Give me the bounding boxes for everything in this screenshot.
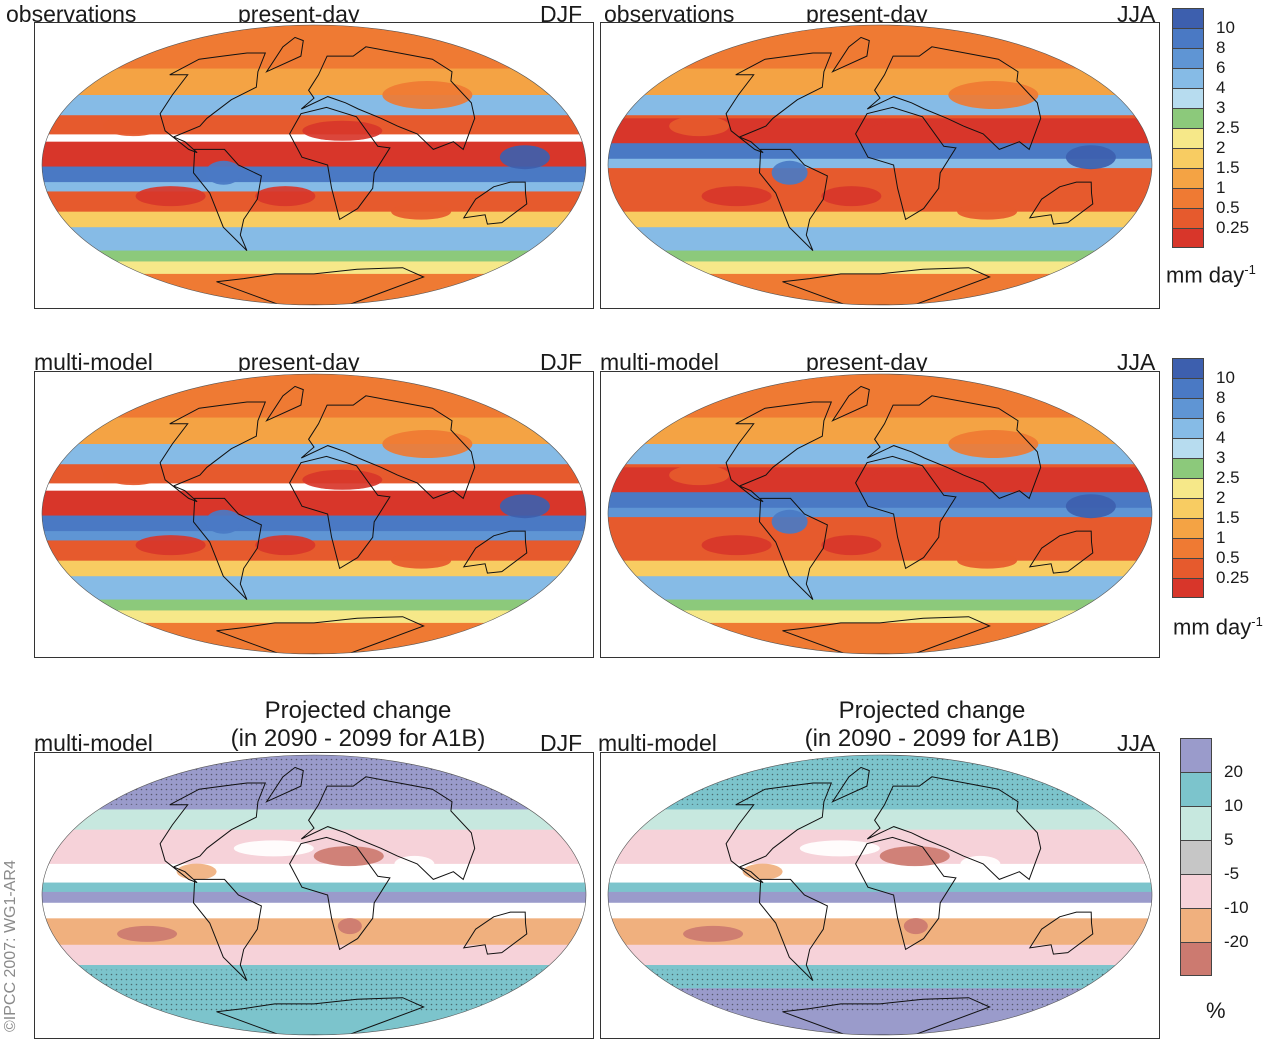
colorbar-swatch — [1180, 908, 1212, 942]
colorbar-tick-label: 6 — [1216, 58, 1226, 77]
row1-left-season-label: DJF — [540, 1, 583, 27]
colorbar-swatch — [1180, 738, 1212, 772]
colorbar-tick-label: 5 — [1224, 830, 1234, 849]
row2-left-season-label: DJF — [540, 349, 583, 375]
colorbar-tick-label: 20 — [1224, 762, 1243, 781]
map-change-jja — [600, 752, 1160, 1039]
colorbar-tick-label: 3 — [1216, 448, 1226, 467]
colorbar-swatch — [1172, 498, 1204, 518]
colorbar-swatch — [1172, 578, 1204, 598]
colorbar-swatch — [1172, 558, 1204, 578]
row3-left-title-line2: (in 2090 - 2099 for A1B) — [230, 725, 486, 752]
colorbar-tick-label: 4 — [1216, 428, 1226, 447]
row2-right-season-label: JJA — [1117, 349, 1156, 375]
row2-right-period-label: present-day — [806, 349, 928, 375]
colorbar-swatch — [1172, 108, 1204, 128]
precip-units-top: mm day-1 — [1166, 262, 1256, 288]
colorbar-tick-label: 2.5 — [1216, 118, 1240, 137]
colorbar-swatch — [1180, 840, 1212, 874]
colorbar-tick-label: 1.5 — [1216, 508, 1240, 527]
row1-right-season-label: JJA — [1117, 1, 1156, 27]
copyright-note: ©IPCC 2007: WG1-AR4 — [2, 860, 19, 1032]
colorbar-tick-label: -10 — [1224, 898, 1249, 917]
colorbar-tick-label: 4 — [1216, 78, 1226, 97]
colorbar-tick-label: 1.5 — [1216, 158, 1240, 177]
colorbar-tick-label: 0.5 — [1216, 548, 1240, 567]
colorbar-tick-label: -20 — [1224, 932, 1249, 951]
precip-units-middle: mm day-1 — [1173, 614, 1263, 640]
row3-left-title-line1: Projected change — [264, 697, 452, 724]
row3-right-source-label: multi-model — [598, 730, 717, 756]
change-units: % — [1206, 998, 1226, 1023]
precip-colorbar-top: 10 8 6 4 3 2.5 2 1.5 1 0.5 0.25 — [1172, 8, 1272, 248]
colorbar-tick-label: 6 — [1216, 408, 1226, 427]
row3-left-season-label: DJF — [540, 730, 583, 756]
colorbar-swatch — [1172, 398, 1204, 418]
colorbar-swatch — [1172, 28, 1204, 48]
row2-right-source-label: multi-model — [600, 349, 719, 375]
row2-left-source-label: multi-model — [34, 349, 153, 375]
row1-left-period-label: present-day — [238, 1, 360, 27]
map-obs-jja — [600, 22, 1160, 309]
colorbar-tick-label: -5 — [1224, 864, 1240, 883]
colorbar-swatch — [1172, 538, 1204, 558]
colorbar-tick-label: 3 — [1216, 98, 1226, 117]
colorbar-tick-label: 8 — [1216, 388, 1226, 407]
precip-colorbar-middle: 10 8 6 4 3 2.5 2 1.5 1 0.5 0.25 — [1172, 358, 1272, 598]
row3-right-season-label: JJA — [1117, 730, 1156, 756]
colorbar-swatch — [1172, 458, 1204, 478]
row3-right-title: Projected change (in 2090 - 2099 for A1B… — [742, 697, 1122, 753]
colorbar-swatch — [1172, 378, 1204, 398]
colorbar-swatch — [1180, 942, 1212, 976]
colorbar-swatch — [1180, 806, 1212, 840]
colorbar-tick-label: 0.25 — [1216, 218, 1250, 237]
colorbar-tick-label: 2.5 — [1216, 468, 1240, 487]
row2-left-period-label: present-day — [238, 349, 360, 375]
colorbar-tick-label: 10 — [1216, 368, 1235, 387]
colorbar-tick-label: 1 — [1216, 528, 1226, 547]
change-colorbar: 20 10 5 -5 -10 -20 — [1180, 738, 1280, 978]
colorbar-swatch — [1172, 188, 1204, 208]
colorbar-swatch — [1172, 8, 1204, 28]
colorbar-tick-label: 0.5 — [1216, 198, 1240, 217]
colorbar-swatch — [1172, 438, 1204, 458]
map-change-djf — [34, 752, 594, 1039]
row1-right-source-label: observations — [604, 1, 735, 27]
colorbar-swatch — [1180, 772, 1212, 806]
colorbar-tick-label: 8 — [1216, 38, 1226, 57]
colorbar-swatch — [1180, 874, 1212, 908]
row3-right-title-line1: Projected change — [838, 697, 1026, 724]
colorbar-tick-label: 10 — [1224, 796, 1243, 815]
row1-right-period-label: present-day — [806, 1, 928, 27]
row3-right-title-line2: (in 2090 - 2099 for A1B) — [804, 725, 1060, 752]
colorbar-swatch — [1172, 478, 1204, 498]
colorbar-swatch — [1172, 68, 1204, 88]
colorbar-swatch — [1172, 88, 1204, 108]
colorbar-swatch — [1172, 228, 1204, 248]
row3-left-source-label: multi-model — [34, 730, 153, 756]
colorbar-swatch — [1172, 418, 1204, 438]
colorbar-swatch — [1172, 128, 1204, 148]
colorbar-tick-label: 10 — [1216, 18, 1235, 37]
colorbar-tick-label: 1 — [1216, 178, 1226, 197]
map-model-jja — [600, 371, 1160, 658]
colorbar-swatch — [1172, 168, 1204, 188]
row1-left-source-label: observations — [6, 1, 137, 27]
colorbar-swatch — [1172, 48, 1204, 68]
colorbar-swatch — [1172, 518, 1204, 538]
colorbar-tick-label: 2 — [1216, 138, 1226, 157]
colorbar-tick-label: 2 — [1216, 488, 1226, 507]
colorbar-tick-label: 0.25 — [1216, 568, 1250, 587]
row3-left-title: Projected change (in 2090 - 2099 for A1B… — [168, 697, 548, 753]
colorbar-swatch — [1172, 208, 1204, 228]
colorbar-swatch — [1172, 358, 1204, 378]
colorbar-swatch — [1172, 148, 1204, 168]
map-model-djf — [34, 371, 594, 658]
map-obs-djf — [34, 22, 594, 309]
